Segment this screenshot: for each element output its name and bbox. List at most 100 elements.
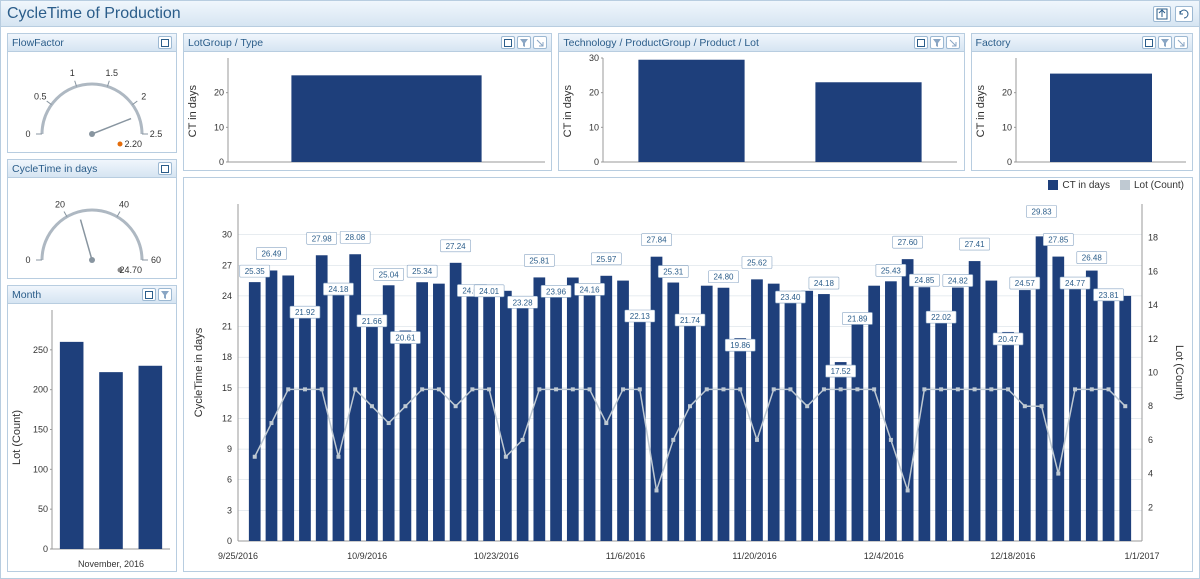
svg-text:23.96: 23.96: [546, 287, 567, 296]
panel-title: FlowFactor: [12, 37, 64, 49]
svg-text:16: 16: [1148, 266, 1158, 276]
svg-text:25.04: 25.04: [379, 270, 400, 279]
svg-text:24.80: 24.80: [713, 273, 734, 282]
svg-text:2: 2: [1148, 502, 1153, 512]
svg-text:14: 14: [1148, 300, 1158, 310]
svg-text:20: 20: [1002, 88, 1012, 98]
svg-text:60: 60: [151, 255, 161, 265]
svg-text:40: 40: [119, 200, 129, 210]
panel-flowfactor: FlowFactor 00.511.522.52.20: [7, 33, 177, 153]
svg-text:22.13: 22.13: [630, 312, 651, 321]
export-icon[interactable]: [1153, 6, 1171, 22]
svg-text:0: 0: [594, 157, 599, 167]
drill-icon[interactable]: [533, 36, 547, 49]
legend-swatch-lot: [1120, 180, 1130, 190]
svg-text:25.43: 25.43: [881, 266, 902, 275]
panel-title: Factory: [976, 37, 1011, 49]
svg-text:23.40: 23.40: [780, 293, 801, 302]
filter-icon[interactable]: [930, 36, 944, 49]
svg-text:50: 50: [38, 504, 48, 514]
svg-text:24.77: 24.77: [1065, 279, 1086, 288]
panel-technology: Technology / ProductGroup / Product / Lo…: [558, 33, 964, 171]
panel-cycletime-gauge: CycleTime in days 020406024.70: [7, 159, 177, 279]
svg-text:26.49: 26.49: [261, 249, 282, 258]
panel-action-icon[interactable]: [1142, 36, 1156, 49]
y-axis-label: CT in days: [975, 85, 987, 137]
svg-text:27.60: 27.60: [898, 238, 919, 247]
titlebar-icons: [1153, 6, 1193, 22]
titlebar: CycleTime of Production: [1, 1, 1199, 27]
cycletime-gauge: 020406024.70: [8, 178, 176, 278]
svg-text:25.31: 25.31: [663, 268, 684, 277]
svg-text:3: 3: [227, 505, 232, 515]
legend-label-lot: Lot (Count): [1134, 180, 1184, 191]
svg-text:2: 2: [141, 91, 146, 101]
y-axis-label: CT in days: [187, 85, 199, 137]
svg-text:21.74: 21.74: [680, 316, 701, 325]
drill-icon[interactable]: [1174, 36, 1188, 49]
svg-text:28.08: 28.08: [345, 233, 366, 242]
svg-text:9/25/2016: 9/25/2016: [218, 551, 258, 561]
svg-text:20: 20: [55, 200, 65, 210]
panel-action-icon[interactable]: [501, 36, 515, 49]
legend-label-ct: CT in days: [1062, 180, 1110, 191]
svg-text:0: 0: [219, 157, 224, 167]
svg-text:17.52: 17.52: [831, 367, 852, 376]
technology-chart: CT in days 0102030: [559, 52, 963, 170]
panel-action-icon[interactable]: [142, 288, 156, 301]
filter-icon[interactable]: [517, 36, 531, 49]
main-chart-body: CT in days Lot (Count) 03691215182124273…: [184, 178, 1192, 571]
legend: CT in days Lot (Count): [1048, 180, 1184, 191]
month-chart: Lot (Count) 050100150200250November, 201…: [8, 304, 176, 571]
svg-text:15: 15: [222, 383, 232, 393]
svg-text:10: 10: [1148, 368, 1158, 378]
flowfactor-gauge: 00.511.522.52.20: [8, 52, 176, 152]
svg-text:24: 24: [222, 291, 232, 301]
panel-action-icon[interactable]: [914, 36, 928, 49]
svg-text:2.20: 2.20: [124, 139, 142, 149]
svg-text:9: 9: [227, 444, 232, 454]
svg-text:250: 250: [33, 345, 48, 355]
svg-text:6: 6: [227, 475, 232, 485]
svg-text:10/23/2016: 10/23/2016: [474, 551, 519, 561]
panel-factory: Factory CT in days 01020: [971, 33, 1193, 171]
svg-text:11/6/2016: 11/6/2016: [606, 551, 645, 561]
svg-text:24.57: 24.57: [1015, 279, 1036, 288]
svg-text:27.41: 27.41: [965, 240, 986, 249]
svg-text:19.86: 19.86: [730, 341, 751, 350]
svg-text:26.48: 26.48: [1082, 254, 1103, 263]
panel-action-icon[interactable]: [158, 162, 172, 175]
page-title: CycleTime of Production: [7, 5, 181, 23]
refresh-icon[interactable]: [1175, 6, 1193, 22]
filter-icon[interactable]: [1158, 36, 1172, 49]
svg-text:0: 0: [25, 255, 30, 265]
svg-text:1.5: 1.5: [106, 68, 119, 78]
svg-text:12: 12: [1148, 334, 1158, 344]
panel-action-icon[interactable]: [158, 36, 172, 49]
svg-text:25.97: 25.97: [596, 255, 617, 264]
svg-text:23.28: 23.28: [513, 298, 534, 307]
svg-text:100: 100: [33, 464, 48, 474]
filter-icon[interactable]: [158, 288, 172, 301]
svg-text:24.85: 24.85: [914, 276, 935, 285]
svg-text:11/20/2016: 11/20/2016: [732, 551, 776, 561]
svg-text:6: 6: [1148, 435, 1153, 445]
svg-text:27.84: 27.84: [647, 236, 668, 245]
svg-text:24.01: 24.01: [479, 287, 500, 296]
svg-text:29.83: 29.83: [1032, 207, 1053, 216]
svg-text:0: 0: [227, 536, 232, 546]
svg-text:21.89: 21.89: [847, 314, 868, 323]
svg-text:30: 30: [589, 53, 599, 63]
drill-icon[interactable]: [946, 36, 960, 49]
panel-month: Month Lot (Count) 050100150200250Novembe…: [7, 285, 177, 572]
legend-swatch-ct: [1048, 180, 1058, 190]
svg-text:25.81: 25.81: [529, 256, 550, 265]
svg-text:27.24: 27.24: [446, 242, 467, 251]
svg-text:0: 0: [25, 129, 30, 139]
svg-text:12: 12: [222, 413, 232, 423]
svg-text:27: 27: [222, 260, 232, 270]
panel-title: LotGroup / Type: [188, 37, 263, 49]
svg-text:30: 30: [222, 230, 232, 240]
svg-text:10/9/2016: 10/9/2016: [347, 551, 387, 561]
factory-chart: CT in days 01020: [972, 52, 1192, 170]
